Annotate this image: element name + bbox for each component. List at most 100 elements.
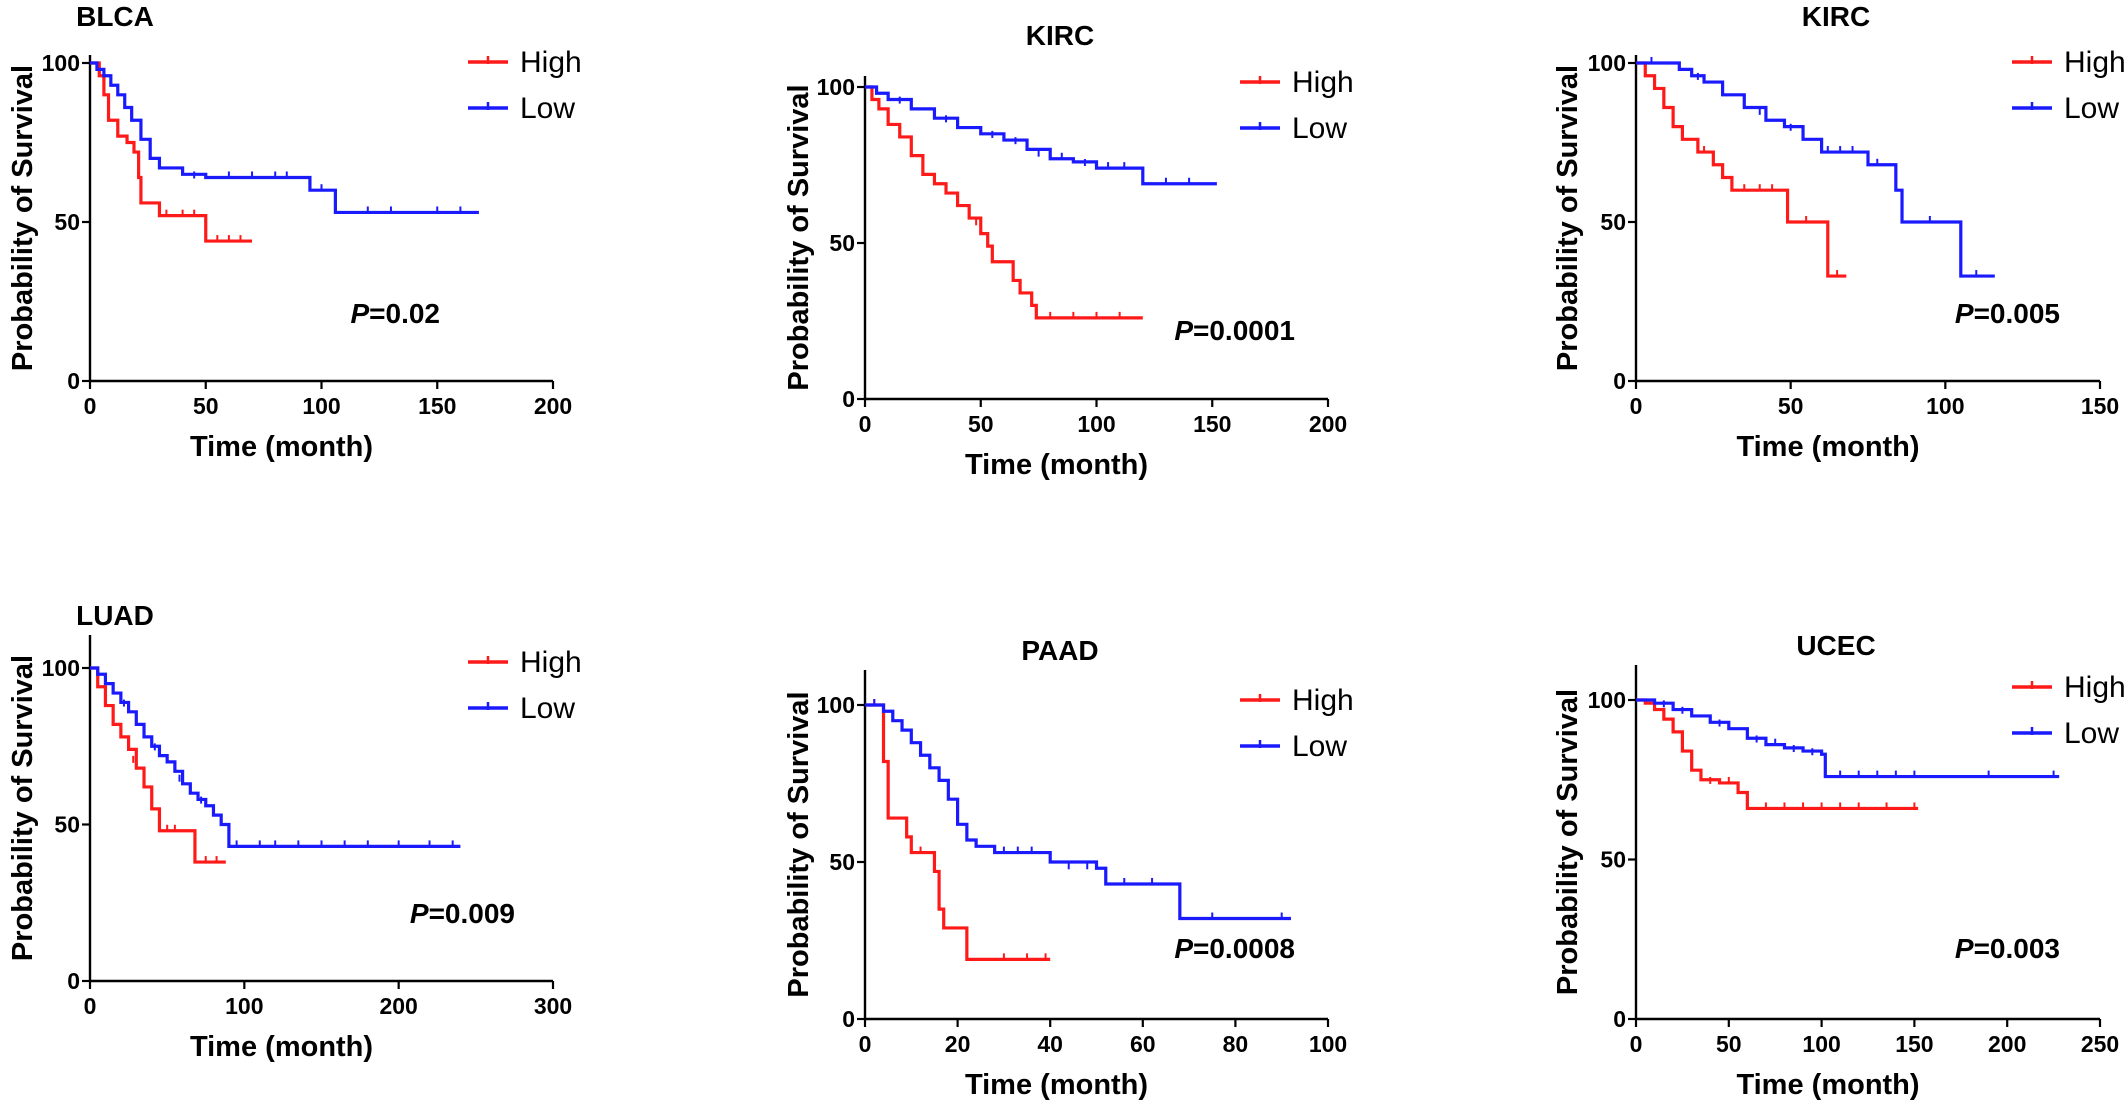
x-tick-label: 50: [193, 393, 219, 419]
y-tick-label: 50: [829, 230, 855, 256]
legend-label-low: Low: [520, 92, 575, 125]
p-value-annotation: P=0.02: [350, 298, 440, 329]
x-tick-label: 200: [1988, 1031, 2026, 1057]
y-tick-label: 100: [1588, 50, 1626, 76]
survival-curve-low: [1636, 61, 1995, 278]
chart-title: UCEC: [1796, 630, 1875, 661]
y-tick-label: 100: [1588, 687, 1626, 713]
y-axis-label: Probability of Survival: [783, 84, 815, 390]
legend-label-low: Low: [2064, 92, 2119, 125]
y-tick-label: 100: [817, 692, 855, 718]
x-tick-label: 50: [1716, 1031, 1742, 1057]
y-tick-label: 0: [842, 1006, 855, 1032]
p-value-annotation: P=0.009: [410, 898, 515, 929]
legend-label-low: Low: [1292, 112, 1347, 145]
legend-label-high: High: [1292, 66, 1354, 99]
chart-title: BLCA: [76, 1, 154, 32]
survival-curve-low: [865, 85, 1217, 186]
chart-panel-1: BLCA 0 50 100 0 50 100 150 200 Time (month) Probab…: [7, 1, 582, 463]
x-tick-label: 150: [2081, 393, 2119, 419]
chart-panel-4: LUAD 0 50 100 0 100 200 300 Time (month) Probabil…: [7, 600, 582, 1063]
y-tick-label: 50: [54, 209, 80, 235]
y-tick-label: 0: [67, 368, 80, 394]
x-tick-label: 0: [859, 411, 872, 437]
x-axis-label: Time (month): [1736, 431, 1919, 463]
x-tick-label: 250: [2081, 1031, 2119, 1057]
y-tick-label: 100: [817, 74, 855, 100]
y-axis-label: Probability of Survival: [7, 655, 39, 961]
y-tick-label: 50: [54, 812, 80, 838]
x-tick-label: 0: [1630, 1031, 1643, 1057]
p-value-symbol: P: [1955, 933, 1974, 964]
p-value-symbol: P: [1174, 315, 1193, 346]
p-value-symbol: P: [410, 898, 429, 929]
legend-label-high: High: [1292, 684, 1354, 717]
y-tick-label: 50: [829, 849, 855, 875]
x-tick-label: 300: [534, 993, 572, 1019]
p-value-number: =0.005: [1974, 298, 2060, 329]
chart-title: KIRC: [1802, 1, 1870, 32]
chart-panel-6: UCEC 0 50 100 0 50 100 150 200 250 Time (month) Pro…: [1552, 630, 2126, 1101]
survival-curve-high: [1636, 61, 1847, 278]
p-value-number: =0.0008: [1193, 933, 1295, 964]
x-axis-label: Time (month): [190, 431, 373, 463]
x-tick-label: 0: [84, 993, 97, 1019]
legend-label-high: High: [520, 46, 582, 79]
p-value-symbol: P: [1955, 298, 1974, 329]
survival-curve-low: [90, 61, 479, 215]
x-tick-label: 100: [1802, 1031, 1840, 1057]
x-tick-label: 50: [968, 411, 994, 437]
p-value-annotation: P=0.0001: [1174, 315, 1295, 346]
p-value-number: =0.003: [1974, 933, 2060, 964]
y-axis-label: Probability of Survival: [783, 691, 815, 997]
x-tick-label: 80: [1223, 1031, 1249, 1057]
y-tick-label: 0: [842, 386, 855, 412]
y-tick-label: 50: [1600, 209, 1626, 235]
x-tick-label: 100: [302, 393, 340, 419]
chart-title: LUAD: [76, 600, 154, 631]
y-tick-label: 50: [1600, 847, 1626, 873]
x-tick-label: 60: [1130, 1031, 1156, 1057]
survival-curve-high: [865, 85, 1143, 320]
x-axis-label: Time (month): [965, 449, 1148, 481]
p-value-annotation: P=0.003: [1955, 933, 2060, 964]
legend-label-low: Low: [2064, 717, 2119, 750]
p-value-number: =0.0001: [1193, 315, 1295, 346]
x-axis-label: Time (month): [1736, 1069, 1919, 1101]
chart-title: KIRC: [1026, 20, 1094, 51]
y-axis-label: Probability of Survival: [7, 65, 39, 371]
x-tick-label: 0: [84, 393, 97, 419]
survival-curve-low: [90, 666, 461, 849]
p-value-number: =0.009: [429, 898, 515, 929]
x-tick-label: 200: [534, 393, 572, 419]
survival-curve-high: [90, 666, 226, 864]
survival-curve-high: [90, 61, 253, 243]
p-value-annotation: P=0.005: [1955, 298, 2060, 329]
y-tick-label: 100: [42, 50, 80, 76]
survival-curve-high: [1636, 698, 1919, 811]
p-value-symbol: P: [1174, 933, 1193, 964]
x-tick-label: 100: [1309, 1031, 1347, 1057]
x-tick-label: 100: [225, 993, 263, 1019]
x-tick-label: 40: [1037, 1031, 1063, 1057]
legend-label-low: Low: [1292, 730, 1347, 763]
x-tick-label: 0: [859, 1031, 872, 1057]
chart-panel-2: KIRC 0 50 100 0 50 100 150 200 Time (month) Probab…: [783, 20, 1354, 481]
p-value-symbol: P: [350, 298, 369, 329]
legend-label-high: High: [2064, 46, 2126, 79]
x-tick-label: 200: [1309, 411, 1347, 437]
y-tick-label: 0: [1613, 1006, 1626, 1032]
x-tick-label: 0: [1630, 393, 1643, 419]
x-tick-label: 150: [1895, 1031, 1933, 1057]
p-value-annotation: P=0.0008: [1174, 933, 1295, 964]
legend-label-low: Low: [520, 692, 575, 725]
survival-curve-low: [865, 703, 1291, 921]
survival-curve-low: [1636, 698, 2060, 779]
y-axis-label: Probability of Survival: [1552, 65, 1584, 371]
chart-panel-3: KIRC 0 50 100 0 50 100 150 Time (month) Probabili…: [1552, 1, 2126, 463]
x-tick-label: 150: [418, 393, 456, 419]
p-value-number: =0.02: [369, 298, 440, 329]
x-axis-label: Time (month): [190, 1031, 373, 1063]
y-axis-label: Probability of Survival: [1552, 689, 1584, 995]
